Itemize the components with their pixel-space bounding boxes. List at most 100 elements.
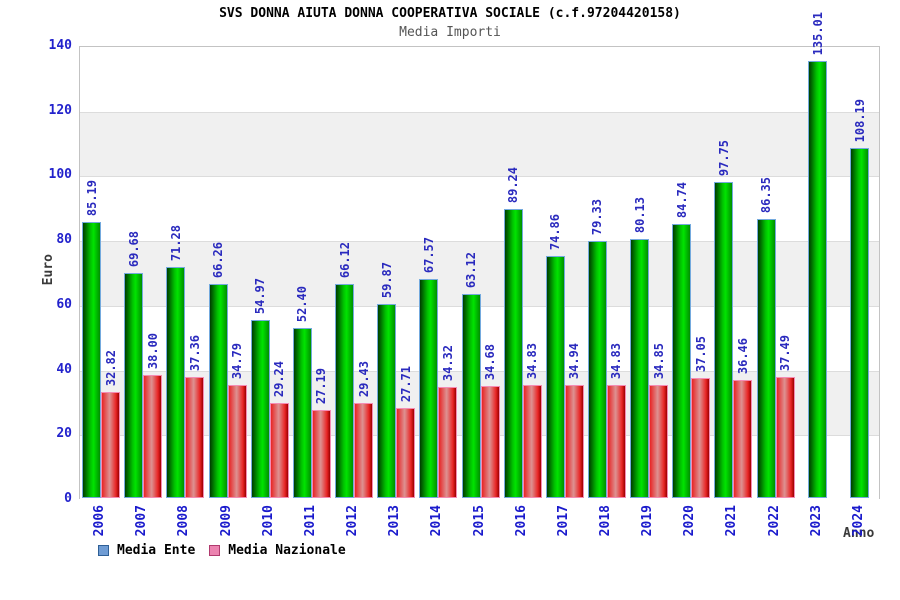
media-ente-bar [672,224,691,498]
bar-value-label: 34.79 [230,342,244,379]
media-ente-bar [335,284,354,498]
media-nazionale-bar [776,377,795,498]
media-ente-bar [293,328,312,498]
media-ente-bar [124,273,143,498]
media-nazionale-bar [228,385,247,498]
plot-area: 85.19 32.82 69.68 38.00 71.28 37.36 66.26 34.79… [79,12,880,500]
media-nazionale-bar [438,387,457,498]
bar-value-label: 67.57 [422,236,436,273]
bar-value-label: 79.33 [590,198,604,235]
bar-value-label: 84.74 [675,181,689,218]
y-tick-label: 120 [48,103,72,118]
y-tick-label: 100 [48,167,72,182]
media-nazionale-bar [565,385,584,498]
x-tick-label: 2017 [556,505,571,537]
bar-value-label: 34.94 [567,342,581,379]
media-nazionale-bar [270,403,289,498]
bar-value-label: 37.36 [188,334,202,371]
media-ente-bar [588,241,607,498]
x-tick-label: 2022 [767,505,782,537]
media-nazionale-bar [101,392,120,498]
gridline [80,241,879,242]
bar-value-label: 37.05 [694,335,708,372]
media-ente-bar [377,304,396,498]
media-nazionale-bar [649,385,668,498]
media-nazionale-bar [312,410,331,498]
y-tick-label: 0 [64,491,72,506]
media-nazionale-bar [523,385,542,498]
x-tick-label: 2015 [472,505,487,537]
x-tick-label: 2024 [851,505,866,537]
bar-value-label: 54.97 [253,277,267,314]
x-tick-label: 2021 [724,505,739,537]
bar-value-label: 97.75 [717,139,731,176]
media-nazionale-bar [733,380,752,498]
bar-value-label: 27.71 [399,365,413,402]
gridline [80,112,879,113]
media-ente-bar [546,256,565,498]
bar-value-label: 27.19 [314,367,328,404]
media-nazionale-bar [691,378,710,498]
bar-value-label: 71.28 [169,224,183,261]
x-tick-label: 2020 [682,505,697,537]
media-ente-bar [462,294,481,498]
legend-item: Media Ente [98,542,196,558]
x-tick-label: 2016 [514,505,529,537]
bar-value-label: 38.00 [146,332,160,369]
legend-label: Media Nazionale [228,542,346,558]
bar-value-label: 86.35 [759,176,773,213]
media-ente-bar [209,284,228,498]
x-tick-label: 2019 [640,505,655,537]
bar-value-label: 66.26 [211,241,225,278]
bar-value-label: 66.12 [338,241,352,278]
bar-value-label: 36.46 [736,337,750,374]
bar-value-label: 59.87 [380,261,394,298]
media-nazionale-bar [185,377,204,498]
grid-band [80,111,879,177]
media-nazionale-bar [396,408,415,498]
x-tick-label: 2023 [809,505,824,537]
bar-value-label: 34.32 [441,344,455,381]
bar-value-label: 135.01 [811,11,825,55]
media-nazionale-bar [143,375,162,498]
y-tick-label: 60 [56,297,72,312]
media-ente-bar [850,148,869,498]
bar-value-label: 34.83 [609,342,623,379]
bar-value-label: 89.24 [506,166,520,203]
x-tick-label: 2018 [598,505,613,537]
bar-value-label: 29.24 [272,360,286,397]
x-tick-label: 2011 [303,505,318,537]
bar-value-label: 52.40 [295,285,309,322]
y-tick-label: 40 [56,362,72,377]
chart-title: SVS DONNA AIUTA DONNA COOPERATIVA SOCIAL… [219,6,681,21]
x-tick-label: 2013 [387,505,402,537]
media-ente-bar [419,279,438,498]
media-ente-bar [82,222,101,498]
media-ente-bar [808,61,827,498]
media-ente-bar [630,239,649,498]
bar-value-label: 80.13 [633,196,647,233]
legend: Media Ente Media Nazionale [98,542,346,558]
media-nazionale-bar [481,386,500,498]
y-axis-title: Euro [41,254,56,286]
legend-item: Media Nazionale [209,542,346,558]
x-axis-title: Anno [843,526,875,541]
bar-value-label: 74.86 [548,213,562,250]
grid-band [80,176,879,242]
x-tick-label: 2012 [345,505,360,537]
bar-value-label: 34.85 [652,342,666,379]
media-ente-bar [251,320,270,498]
chart-subtitle: Media Importi [399,25,501,40]
legend-label: Media Ente [117,542,196,558]
bar-value-label: 34.68 [483,343,497,380]
x-tick-label: 2008 [176,505,191,537]
x-tick-label: 2010 [261,505,276,537]
x-tick-label: 2014 [429,505,444,537]
bar-value-label: 29.43 [357,360,371,397]
x-tick-label: 2006 [92,505,107,537]
media-ente-bar [504,209,523,498]
bar-value-label: 63.12 [464,251,478,288]
y-tick-label: 20 [56,426,72,441]
bar-value-label: 85.19 [85,179,99,216]
bar-value-label: 32.82 [104,349,118,386]
